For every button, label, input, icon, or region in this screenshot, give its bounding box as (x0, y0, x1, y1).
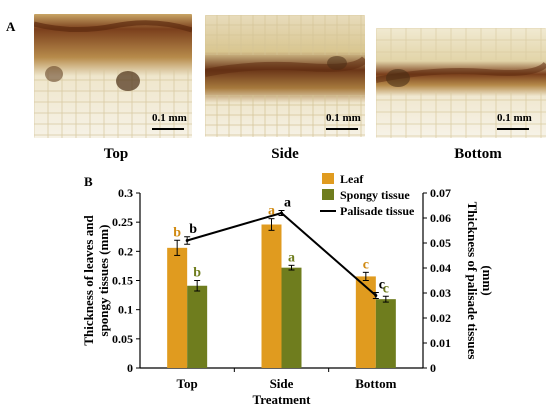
bar-leaf (167, 247, 188, 368)
micrograph-bottom-image (376, 28, 546, 138)
y-left-tick-label: 0.25 (112, 215, 133, 229)
scale-bar-bottom (497, 128, 529, 130)
significance-letter-palisade: a (284, 196, 291, 211)
significance-letter: a (288, 250, 295, 265)
y-left-tick-label: 0.3 (118, 186, 133, 200)
x-category-label: Bottom (355, 376, 396, 391)
significance-letter: a (268, 204, 275, 219)
micrograph-top (34, 14, 192, 138)
bar-spongy-tissue (281, 267, 302, 368)
significance-letter: c (383, 281, 389, 296)
scale-label-side: 0.1 mm (326, 112, 361, 124)
x-category-label: Top (177, 376, 198, 391)
x-category-label: Side (270, 376, 294, 391)
y-right-tick-label: 0 (430, 361, 436, 375)
micrograph-caption-bottom: Bottom (454, 146, 502, 162)
scale-bar-side (326, 128, 358, 130)
micrograph-top-image (34, 14, 192, 138)
y-left-axis-title-line1: Thickness of leaves and (81, 215, 96, 346)
significance-letter: b (173, 225, 181, 240)
y-right-tick-label: 0.05 (430, 236, 451, 250)
significance-letter: c (363, 257, 369, 272)
y-left-tick-label: 0.05 (112, 332, 133, 346)
micrograph-side (205, 15, 365, 137)
scale-label-top: 0.1 mm (152, 112, 187, 124)
y-right-axis-title-line2: (mm) (480, 265, 495, 295)
y-left-axis-title-line2: spongy tissues (mm) (96, 225, 111, 337)
bar-spongy-tissue (375, 299, 396, 368)
y-left-tick-label: 0 (127, 361, 133, 375)
legend-label: Spongy tissue (340, 188, 410, 202)
y-right-tick-label: 0.07 (430, 186, 451, 200)
bar-leaf (261, 224, 282, 368)
micrograph-side-image (205, 15, 365, 137)
micrograph-caption-side: Side (271, 146, 299, 162)
significance-letter-palisade: b (189, 222, 197, 237)
y-right-tick-label: 0.02 (430, 311, 451, 325)
y-right-tick-label: 0.03 (430, 286, 451, 300)
panel-b-letter: B (84, 174, 93, 189)
y-left-tick-label: 0.2 (118, 244, 133, 258)
legend-swatch (322, 173, 334, 184)
micrograph-caption-top: Top (103, 146, 129, 162)
line-point (374, 294, 378, 297)
legend-swatch (322, 189, 334, 200)
bar-leaf (355, 276, 376, 368)
bar-spongy-tissue (187, 285, 208, 368)
y-right-axis-title-line1: Thickness of palisade tissues (465, 202, 480, 360)
legend-label: Leaf (340, 172, 364, 186)
line-point (185, 239, 189, 242)
micrograph-bottom (376, 28, 546, 138)
significance-letter-palisade: c (379, 278, 385, 293)
line-point (280, 211, 283, 215)
scale-label-bottom: 0.1 mm (497, 112, 532, 124)
y-right-tick-label: 0.01 (430, 336, 451, 350)
y-right-tick-label: 0.06 (430, 211, 451, 225)
scale-bar-top (152, 128, 184, 130)
x-axis-title: Treatment (253, 392, 312, 407)
y-right-tick-label: 0.04 (430, 261, 451, 275)
legend-label: Palisade tissue (340, 204, 415, 218)
y-left-tick-label: 0.15 (112, 274, 133, 288)
y-left-tick-label: 0.1 (118, 303, 133, 317)
significance-letter: b (193, 266, 201, 281)
panel-a-letter: A (6, 19, 16, 34)
